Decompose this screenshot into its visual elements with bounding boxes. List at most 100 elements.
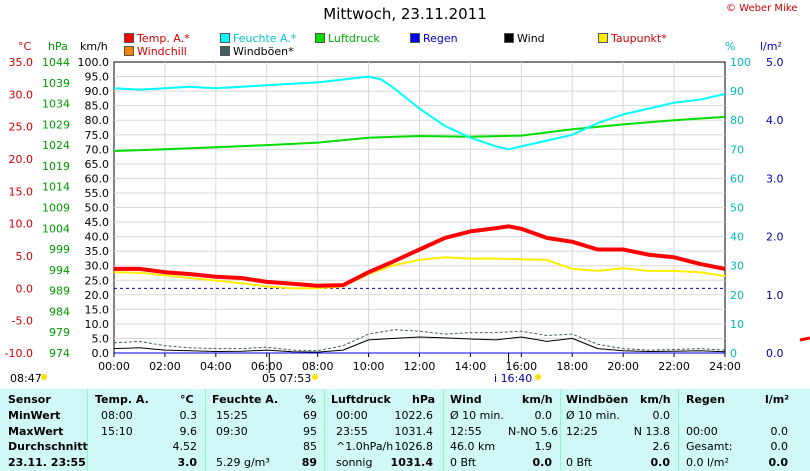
tick-label-wind: 20.0 — [85, 289, 110, 302]
legend-pressure: Luftdruck — [315, 32, 380, 45]
tick-label-x: 04:00 — [200, 360, 232, 373]
tick-label-temp: 15.0 — [9, 185, 34, 198]
sun-icon — [312, 374, 318, 380]
tick-label-temp: -10.0 — [5, 347, 33, 360]
stats-cell-press-t: 23:55 — [336, 424, 368, 438]
stats-cell-press-v: 1026.8 — [394, 440, 434, 453]
tick-label-temp: 10.0 — [9, 218, 34, 231]
stats-cell-press-t: ^1.0hPa/h — [336, 440, 394, 453]
stats-cell-gust-v: 0.0 — [650, 455, 671, 469]
stats-cell-gust-v: 2.6 — [652, 440, 671, 453]
stats-cell-temp-v: 9.6 — [179, 424, 198, 438]
series-line-feuchte-a- — [113, 75, 726, 151]
stats-cell-temp-v: 0.3 — [179, 409, 198, 422]
legend-windchill: Windchill — [124, 45, 187, 58]
tick-label-humidity: 10 — [730, 318, 744, 331]
tick-label-temp: 0.0 — [16, 282, 34, 295]
hdr-hum-unit: % — [305, 393, 317, 406]
hdr-rain: Regen — [686, 393, 726, 406]
stats-cell-press-t: 00:00 — [336, 409, 368, 422]
stats-cell-wind-v: 1.9 — [534, 440, 553, 453]
tick-label-humidity: 20 — [730, 289, 744, 302]
stats-cell-rain-t: 0.0 l/m² — [686, 455, 729, 469]
tick-label-x: 10:00 — [353, 360, 385, 373]
tick-label-pressure: 1029 — [42, 118, 70, 131]
legend-swatch-icon — [220, 46, 230, 56]
tick-label-wind: 60.0 — [85, 172, 110, 185]
tick-label-rain: 5.0 — [766, 56, 784, 69]
legend-temp: Temp. A.* — [124, 32, 190, 45]
tick-label-rain: 1.0 — [766, 289, 784, 302]
tick-label-wind: 45.0 — [85, 216, 110, 229]
series-line-luftdruck — [113, 115, 726, 152]
tick-label-x: 14:00 — [455, 360, 487, 373]
tick-label-temp: 35.0 — [9, 56, 34, 69]
hdr-press: Luftdruck — [331, 393, 391, 406]
series-line-windb-en- — [113, 329, 726, 352]
tick-label-pressure: 1009 — [42, 202, 70, 215]
sunrise-time: 08:47 — [10, 372, 42, 385]
weather-chart: 35.030.025.020.015.010.05.00.0-5.0-10.01… — [5, 56, 810, 380]
stats-cell-gust-t: Ø 10 min. — [566, 409, 620, 422]
stats-cell-press-v: 1022.6 — [394, 409, 434, 422]
hdr-wind: Wind — [450, 393, 482, 406]
hdr-rain-unit: l/m² — [765, 393, 790, 406]
stats-cell-rain-t: Gesamt: — [686, 440, 733, 453]
event-time: i 16:40 — [494, 372, 532, 385]
unit-temp: °C — [18, 40, 32, 53]
tick-label-wind: 75.0 — [85, 129, 110, 142]
moon-set-time: 05 07:53 — [262, 372, 312, 385]
hdr-temp: Temp. A. — [95, 393, 149, 406]
legend-swatch-icon — [124, 46, 134, 56]
hdr-hum: Feuchte A. — [212, 393, 279, 406]
unit-rain: l/m² — [760, 40, 782, 53]
stats-cell-hum-v: 85 — [303, 440, 317, 453]
tick-label-pressure: 1034 — [42, 98, 70, 111]
tick-label-x: 20:00 — [607, 360, 639, 373]
tick-label-pressure: 1039 — [42, 77, 70, 90]
hdr-temp-unit: °C — [180, 393, 194, 406]
tick-label-pressure: 984 — [49, 305, 70, 318]
stats-cell-label: Durchschnitt — [8, 440, 88, 453]
legend-swatch-icon — [410, 33, 420, 43]
tick-label-wind: 95.0 — [85, 71, 110, 84]
legend-swatch-icon — [598, 33, 608, 43]
tick-label-rain: 3.0 — [766, 172, 784, 185]
tick-label-wind: 90.0 — [85, 85, 110, 98]
tick-label-x: 16:00 — [505, 360, 537, 373]
tick-label-pressure: 974 — [49, 347, 70, 360]
tick-label-humidity: 60 — [730, 172, 744, 185]
tick-label-pressure: 1024 — [42, 139, 70, 152]
stats-cell-wind-t: Ø 10 min. — [450, 409, 504, 422]
stats-cell-hum-t: 09:30 — [216, 424, 248, 438]
stats-cell-temp-t: 15:10 — [101, 424, 133, 438]
stats-table — [0, 389, 810, 471]
tick-label-wind: 0.0 — [92, 347, 110, 360]
tick-label-rain: 4.0 — [766, 114, 784, 127]
tick-label-pressure: 1014 — [42, 181, 70, 194]
legend-swatch-icon — [220, 33, 230, 43]
tick-label-pressure: 1019 — [42, 160, 70, 173]
tick-label-humidity: 40 — [730, 231, 744, 244]
legend-swatch-icon — [124, 33, 134, 43]
tick-label-temp: -5.0 — [12, 315, 33, 328]
tick-label-temp: 5.0 — [16, 250, 34, 263]
stats-cell-gust-t: 12:25 — [566, 424, 598, 438]
legend-rain: Regen — [410, 32, 458, 45]
copyright-label: © Weber Mike — [726, 3, 798, 14]
tick-label-wind: 10.0 — [85, 318, 110, 331]
legend-swatch-icon — [504, 33, 514, 43]
sun-icon — [535, 374, 541, 380]
legend-gust: Windböen* — [220, 45, 294, 58]
tick-label-wind: 15.0 — [85, 303, 110, 316]
hdr-gust-unit: km/h — [640, 393, 671, 406]
tick-label-humidity: 30 — [730, 260, 744, 273]
tick-label-pressure: 989 — [49, 285, 70, 298]
tick-label-pressure: 999 — [49, 243, 70, 256]
tick-label-rain: 0.0 — [766, 347, 784, 360]
tick-label-pressure: 1004 — [42, 222, 70, 235]
stats-cell-hum-t: 5.29 g/m³ — [216, 455, 270, 469]
tick-label-rain: 2.0 — [766, 231, 784, 244]
event-time-value: 16:40 — [500, 372, 533, 385]
tick-label-humidity: 90 — [730, 85, 744, 98]
